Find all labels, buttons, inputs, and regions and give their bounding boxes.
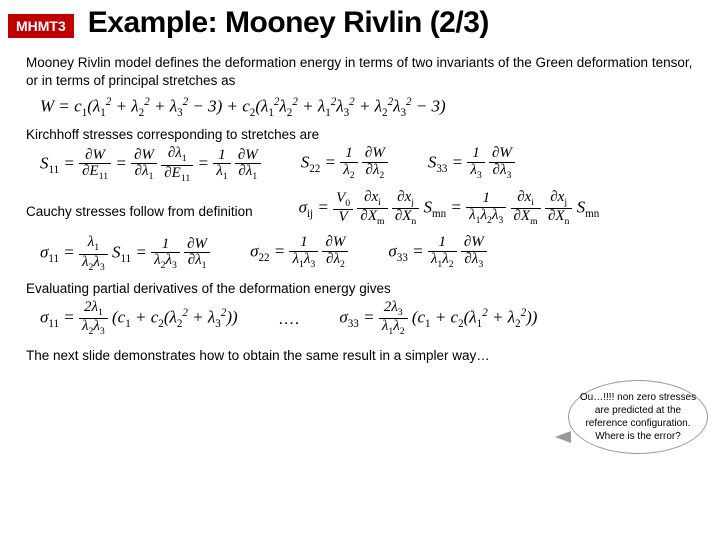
equation-sigma22: σ22 = 1λ1λ3 ∂W∂λ2 bbox=[250, 235, 348, 272]
equation-sigma-def: σij = V0V ∂xi∂Xm ∂xj∂Xn Smn = 1λ1λ2λ3 ∂x… bbox=[299, 190, 600, 227]
callout-bubble: Ou…!!!! non zero stresses are predicted … bbox=[568, 380, 708, 454]
footer-text: The next slide demonstrates how to obtai… bbox=[0, 347, 720, 365]
cauchy-label: Cauchy stresses follow from definition bbox=[0, 204, 279, 219]
equation-final-sigma11: σ11 = 2λ1λ2λ3 (c1 + c2(λ22 + λ32)) bbox=[40, 300, 238, 337]
eval-label: Evaluating partial derivatives of the de… bbox=[0, 281, 720, 296]
equation-W: W = c1(λ12 + λ22 + λ32 − 3) + c2(λ12λ22 … bbox=[0, 96, 720, 119]
page-title: Example: Mooney Rivlin (2/3) bbox=[88, 6, 489, 40]
equation-S33: S33 = 1λ3 ∂W∂λ3 bbox=[428, 146, 515, 183]
header: MHMT3 Example: Mooney Rivlin (2/3) bbox=[0, 0, 720, 40]
course-tag: MHMT3 bbox=[8, 14, 74, 38]
equation-row-S: S11 = ∂W∂E11 = ∂W∂λ1 ∂λ1∂E11 = 1λ1 ∂W∂λ1… bbox=[0, 146, 720, 183]
equation-row-final: σ11 = 2λ1λ2λ3 (c1 + c2(λ22 + λ32)) …. σ3… bbox=[0, 300, 720, 337]
equation-final-sigma33: σ33 = 2λ3λ1λ2 (c1 + c2(λ12 + λ22)) bbox=[339, 300, 537, 337]
equation-S11: S11 = ∂W∂E11 = ∂W∂λ1 ∂λ1∂E11 = 1λ1 ∂W∂λ1 bbox=[40, 146, 261, 183]
intro-text: Mooney Rivlin model defines the deformat… bbox=[0, 54, 720, 90]
equation-sigma11: σ11 = λ1λ2λ3 S11 = 1λ2λ3 ∂W∂λ1 bbox=[40, 235, 210, 272]
equation-S22: S22 = 1λ2 ∂W∂λ2 bbox=[301, 146, 388, 183]
equation-sigma33: σ33 = 1λ1λ2 ∂W∂λ3 bbox=[388, 235, 486, 272]
kirchhoff-label: Kirchhoff stresses corresponding to stre… bbox=[0, 127, 720, 142]
ellipsis: …. bbox=[278, 309, 300, 329]
equation-row-sigma: σ11 = λ1λ2λ3 S11 = 1λ2λ3 ∂W∂λ1 σ22 = 1λ1… bbox=[0, 235, 720, 272]
